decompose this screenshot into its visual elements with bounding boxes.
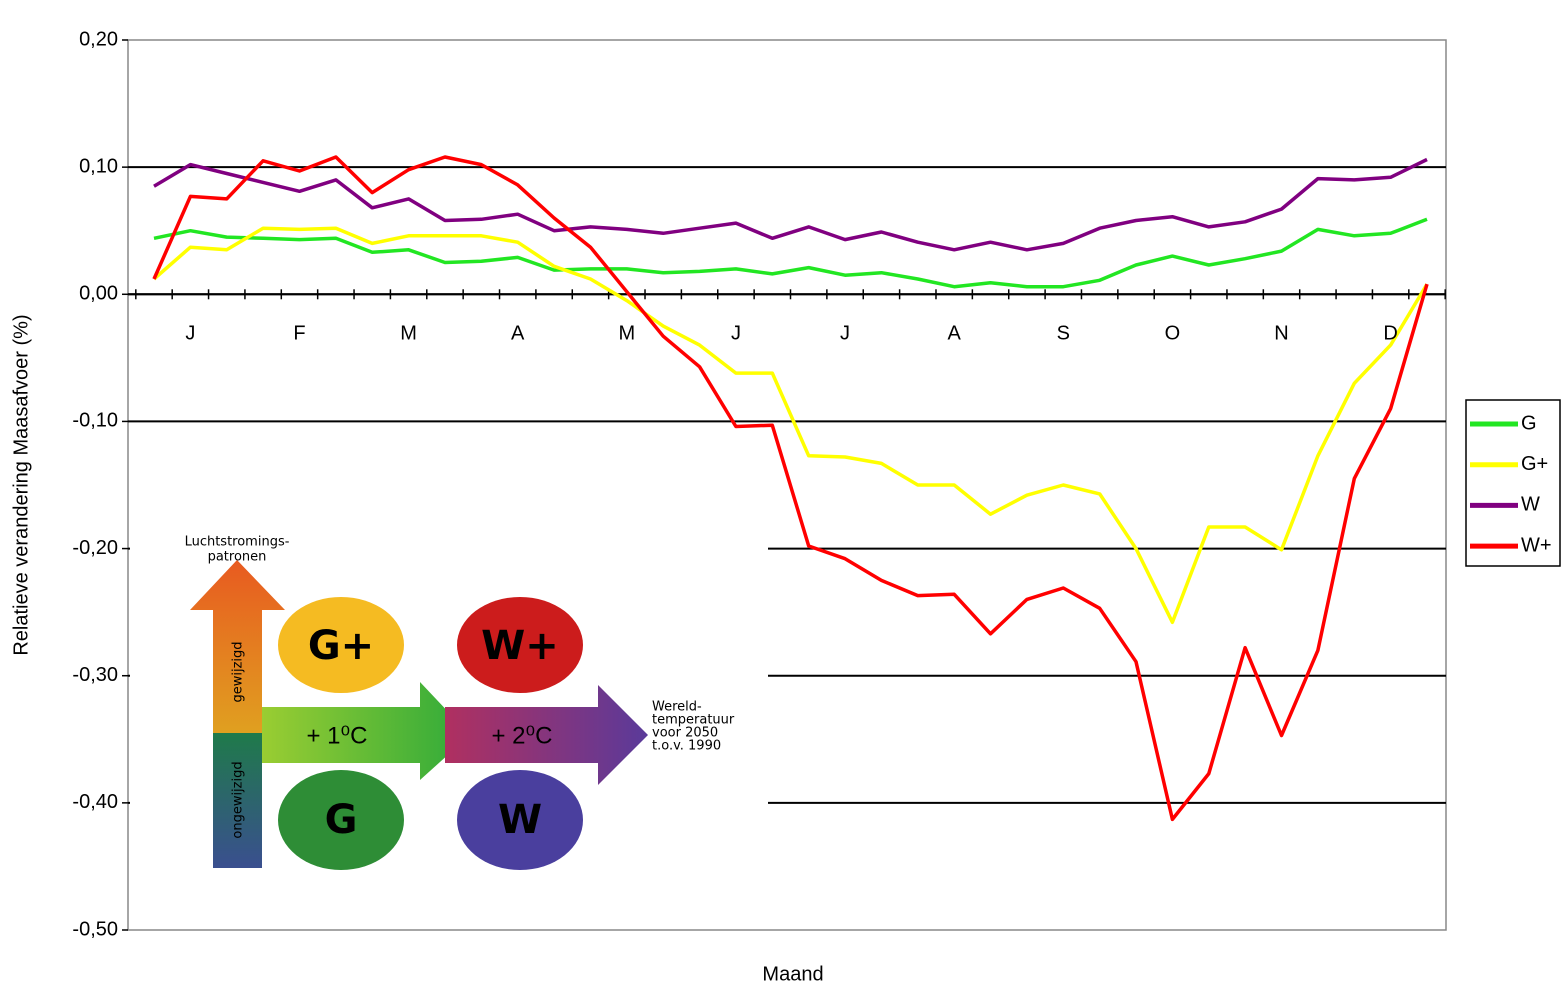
x-tick-label: D xyxy=(1383,323,1397,345)
legend xyxy=(1465,399,1561,567)
x-tick-label: O xyxy=(1165,323,1181,345)
series-line xyxy=(152,226,1429,625)
y-tick-label: -0,50 xyxy=(72,918,118,940)
legend-label: G+ xyxy=(1521,453,1548,475)
scenario-w xyxy=(457,770,583,870)
y-tick-label: -0,10 xyxy=(72,410,118,432)
scenario-g-plus xyxy=(278,597,404,693)
arrow-right-2 xyxy=(445,685,648,785)
x-tick-label: S xyxy=(1057,323,1070,345)
scenario-label: G+ xyxy=(308,623,374,669)
x-tick-label: J xyxy=(840,323,850,345)
y-tick-label: -0,40 xyxy=(72,791,118,813)
arrow-base xyxy=(213,733,262,868)
inset-label: t.o.v. 1990 xyxy=(652,739,721,754)
scenario-label: W+ xyxy=(481,623,559,669)
y-tick-label: -0,20 xyxy=(72,537,118,559)
inset-label: patronen xyxy=(208,550,267,565)
x-tick-label: M xyxy=(400,323,417,345)
arrow-up xyxy=(190,560,285,733)
x-tick-label: F xyxy=(293,323,305,345)
series-line xyxy=(153,157,1428,252)
inset-label: Wereld- xyxy=(652,700,702,715)
inset-diagram: Luchtstromings- patronen gewijzigd ongew… xyxy=(130,500,768,890)
series-line xyxy=(153,217,1428,289)
y-tick-label: 0,20 xyxy=(79,28,118,50)
scenario-label: G xyxy=(325,797,358,843)
arrow-right-1 xyxy=(262,682,470,780)
x-axis-label: Maand xyxy=(762,963,823,985)
x-tick-label: N xyxy=(1274,323,1288,345)
scenario-label: W xyxy=(498,797,542,843)
y-tick-label: -0,30 xyxy=(72,664,118,686)
x-tick-label: J xyxy=(731,323,741,345)
series-line xyxy=(152,155,1429,822)
inset-label: temperatuur xyxy=(652,713,735,728)
y-tick-label: 0,00 xyxy=(79,283,118,305)
y-tick-label: 0,10 xyxy=(79,155,118,177)
x-tick-label: M xyxy=(618,323,635,345)
inset-label: gewijzigd xyxy=(231,641,246,702)
x-tick-label: A xyxy=(511,323,525,345)
x-tick-label: A xyxy=(947,323,961,345)
inset-label: + 1⁰C xyxy=(307,722,368,749)
inset-label: ongewijzigd xyxy=(231,761,246,838)
scenario-g xyxy=(278,770,404,870)
inset-label: voor 2050 xyxy=(652,726,718,741)
y-axis-label: Relatieve verandering Maasafvoer (%) xyxy=(10,314,32,655)
x-tick-label: J xyxy=(185,323,195,345)
legend-label: G xyxy=(1521,412,1537,434)
scenario-w-plus xyxy=(457,597,583,693)
inset-label: + 2⁰C xyxy=(492,722,553,749)
legend-label: W+ xyxy=(1521,534,1552,556)
inset-label: Luchtstromings- xyxy=(185,535,290,550)
legend-label: W xyxy=(1521,494,1540,516)
